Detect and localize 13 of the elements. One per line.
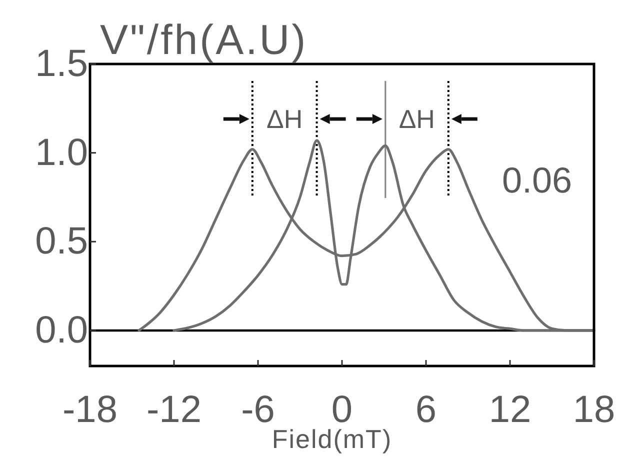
y-tick-label: 1.0 bbox=[35, 132, 88, 174]
y-tick-label: 1.5 bbox=[35, 43, 88, 85]
x-tick-label: -18 bbox=[62, 389, 118, 431]
x-tick-label: 6 bbox=[415, 389, 437, 431]
y-tick-label: 0.0 bbox=[35, 309, 88, 352]
annotation: ΔH bbox=[266, 104, 303, 134]
x-tick-label: 18 bbox=[572, 389, 616, 431]
y-axis-title: V"/fh(A.U) bbox=[100, 16, 308, 63]
annotation: ΔH bbox=[398, 104, 435, 134]
y-tick-label: 0.5 bbox=[35, 220, 88, 263]
x-tick-label: -12 bbox=[146, 389, 202, 431]
x-tick-label: 12 bbox=[488, 389, 532, 431]
annotation: 0.06 bbox=[502, 160, 572, 200]
